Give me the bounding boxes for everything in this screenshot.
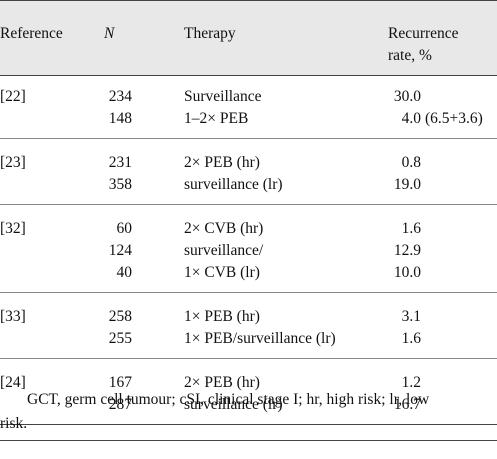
cell-n: 148: [108, 110, 132, 127]
cell-therapy: surveillance (lr): [184, 176, 283, 193]
header-n: N: [104, 25, 115, 42]
cell-n: 258: [108, 308, 132, 325]
cell-n: 358: [108, 176, 132, 193]
cell-rate: 16.7: [393, 396, 421, 413]
cell-rate: 30.0: [393, 88, 421, 105]
cell-reference: [23]: [0, 154, 26, 171]
header-reference: Reference: [0, 25, 63, 42]
cell-rate: 0.8: [401, 154, 421, 171]
cell-therapy: 1× PEB (hr): [184, 308, 260, 325]
bottom-rule: [0, 440, 497, 441]
cell-therapy: surveillance (lr): [184, 396, 283, 413]
header-rate-line1: Recurrence: [388, 25, 459, 42]
footnote-line1: GCT, germ cell tumour; cSI, clinical sta…: [27, 391, 430, 408]
cell-therapy: surveillance/: [184, 242, 264, 259]
cell-n: 255: [108, 330, 132, 347]
cell-therapy: 1× PEB/surveillance (lr): [184, 330, 336, 347]
cell-n: 60: [116, 220, 133, 237]
cell-reference: [32]: [0, 220, 26, 237]
cell-rate: 1.2: [401, 374, 421, 391]
cell-therapy: 2× PEB (hr): [184, 374, 260, 391]
cell-reference: [33]: [0, 308, 26, 325]
group-divider: [0, 292, 497, 293]
cell-rate: 10.0: [393, 264, 421, 281]
cell-n: 124: [108, 242, 132, 259]
cell-rate: 4.0: [401, 110, 421, 127]
footnote-line2: risk.: [0, 415, 28, 432]
header-therapy: Therapy: [184, 25, 236, 42]
group-divider: [0, 424, 497, 425]
cell-n: 287: [108, 396, 132, 413]
cell-n: 167: [108, 374, 132, 391]
cell-rate: 19.0: [393, 176, 421, 193]
cell-reference: [22]: [0, 88, 26, 105]
group-divider: [0, 204, 497, 205]
cell-therapy: 2× CVB (hr): [184, 220, 264, 237]
cell-therapy: 1× CVB (lr): [184, 264, 260, 281]
cell-rate: 3.1: [401, 308, 421, 325]
cell-rate: 1.6: [401, 220, 421, 237]
cell-therapy: 1–2× PEB: [184, 110, 249, 127]
cell-n: 234: [108, 88, 132, 105]
header-rate-line2: rate, %: [388, 47, 432, 64]
cell-therapy: Surveillance: [184, 88, 262, 105]
table-footnote: GCT, germ cell tumour; cSI, clinical sta…: [0, 388, 497, 436]
cell-rate-detail: (6.5+3.6): [425, 110, 483, 127]
cell-therapy: 2× PEB (hr): [184, 154, 260, 171]
group-divider: [0, 358, 497, 359]
cell-rate: 12.9: [393, 242, 421, 259]
table-header: Reference N Therapy Recurrence rate, %: [0, 0, 497, 76]
group-divider: [0, 138, 497, 139]
cell-reference: [24]: [0, 374, 26, 391]
cell-n: 231: [108, 154, 132, 171]
cell-rate: 1.6: [401, 330, 421, 347]
cell-n: 40: [116, 264, 133, 281]
